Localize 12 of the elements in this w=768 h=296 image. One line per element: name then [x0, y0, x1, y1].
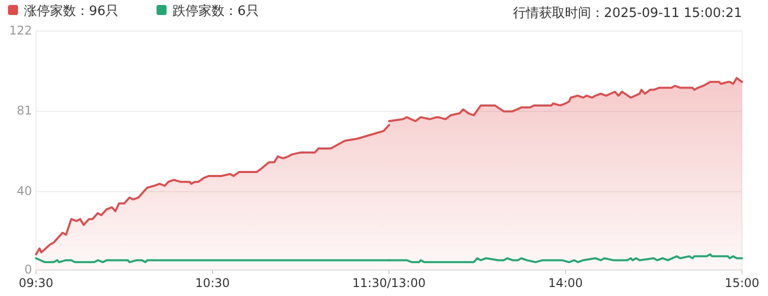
- x-tick-label: 14:00: [548, 276, 583, 290]
- x-tick-label: 10:30: [195, 276, 230, 290]
- x-tick-label: 09:30: [18, 276, 54, 290]
- text: 行情获取时间：2025-09-11 15:00:21: [512, 6, 742, 21]
- y-tick-label: 122: [9, 23, 32, 38]
- y-tick-label: 40: [16, 184, 32, 198]
- x-tick-label: 15:00: [724, 276, 760, 290]
- y-tick-label: 0: [24, 262, 32, 276]
- legend-label: 涨停家数：96只: [24, 3, 119, 19]
- x-tick-label: 11:30/13:00: [352, 276, 426, 290]
- legend-label: 跌停家数：6只: [172, 3, 259, 19]
- y-tick-label: 81: [16, 104, 32, 118]
